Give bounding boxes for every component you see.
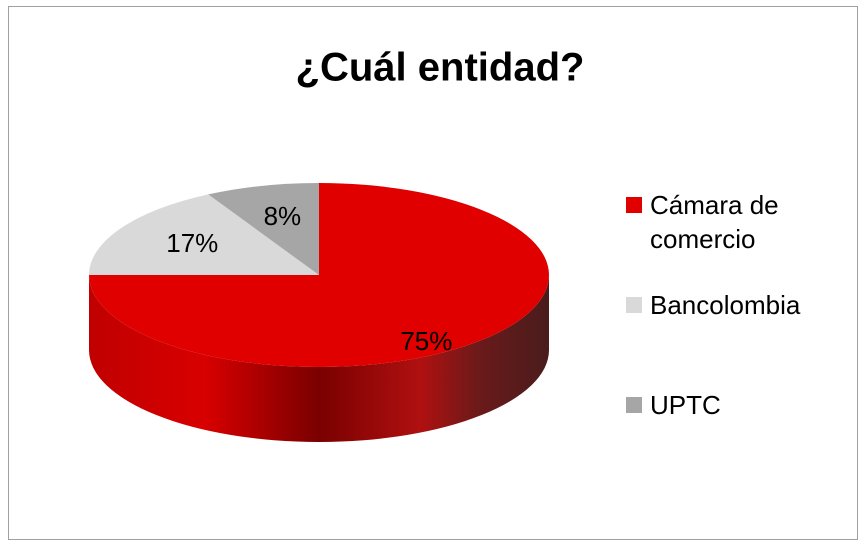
data-label: 17% [166, 228, 218, 258]
pie-slice [89, 194, 319, 275]
legend-item: Cámara de comercio [626, 188, 856, 256]
pie-side [89, 275, 549, 442]
data-label: 75% [400, 326, 452, 356]
legend-label: Cámara de comercio [650, 190, 779, 254]
legend-item: Bancolombia [626, 288, 856, 322]
pie-slice [208, 183, 319, 275]
legend-swatch [626, 197, 642, 213]
legend-label: Bancolombia [650, 290, 801, 320]
legend-label: UPTC [650, 390, 721, 420]
legend-swatch [626, 397, 642, 413]
chart-title: ¿Cuál entidad? [296, 46, 585, 90]
legend-swatch [626, 297, 642, 313]
legend-item: UPTC [626, 388, 856, 422]
data-label: 8% [264, 201, 302, 231]
